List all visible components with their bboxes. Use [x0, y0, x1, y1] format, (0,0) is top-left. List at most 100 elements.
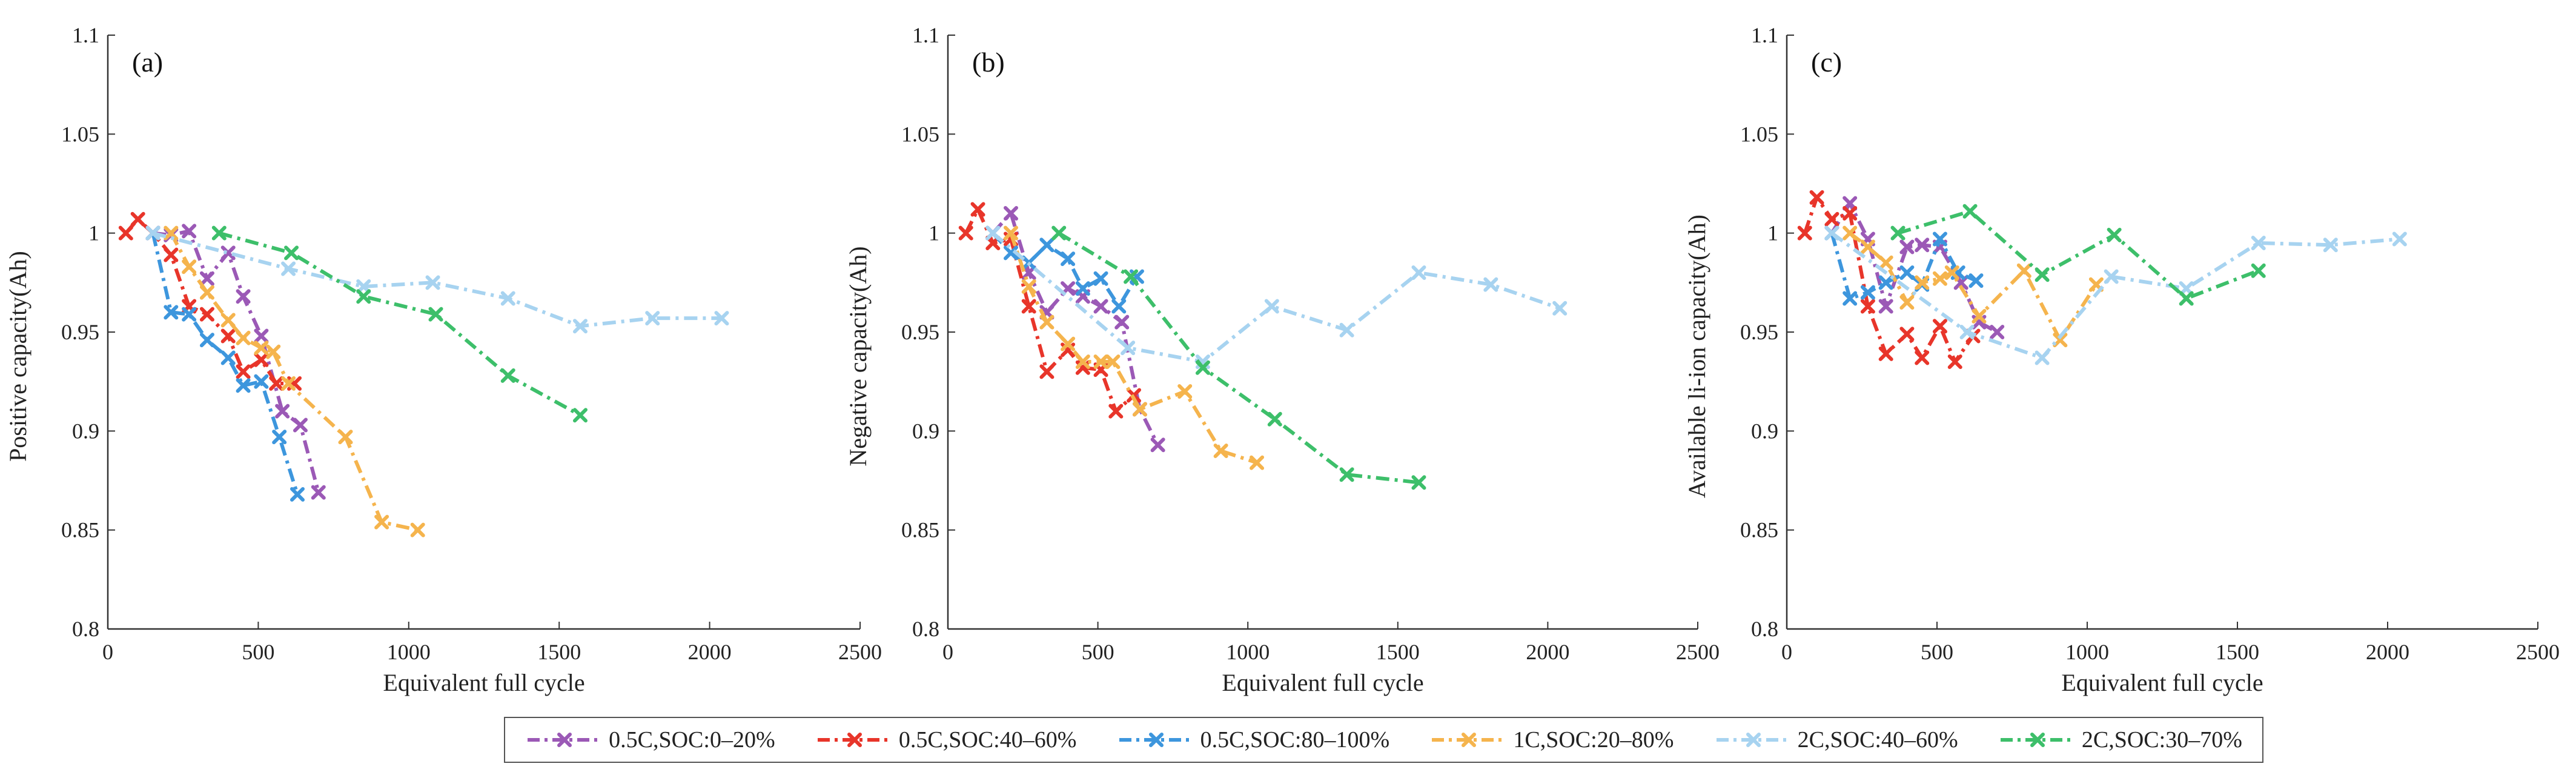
data-point — [1962, 204, 1978, 219]
data-point — [2179, 281, 2194, 296]
data-point — [1213, 444, 1228, 458]
x-tick-label: 1500 — [537, 640, 581, 664]
data-point — [500, 291, 515, 306]
data-point — [1061, 251, 1076, 267]
y-tick-label: 1.1 — [912, 23, 939, 47]
data-point — [1932, 231, 1947, 247]
data-point — [1843, 206, 1858, 221]
data-point — [1105, 354, 1121, 369]
series-line — [153, 229, 320, 493]
y-tick-label: 1.05 — [901, 122, 939, 146]
data-point — [1132, 402, 1147, 417]
legend-item: 0.5C,SOC:80–100% — [1117, 727, 1389, 753]
data-point — [254, 352, 269, 367]
data-point — [1075, 354, 1090, 369]
data-point — [1121, 341, 1136, 356]
x-axis-label: Equivalent full cycle — [383, 669, 584, 696]
data-point — [1878, 255, 1893, 270]
data-point — [1483, 277, 1498, 292]
series-line — [1849, 231, 2098, 342]
x-tick-label: 1500 — [1376, 640, 1420, 664]
legend-swatch — [528, 733, 602, 747]
y-tick-label: 0.95 — [901, 320, 939, 344]
data-point — [1878, 275, 1893, 290]
data-point — [254, 341, 269, 356]
data-point — [985, 225, 1001, 241]
y-tick-label: 0.95 — [1740, 320, 1778, 344]
data-point — [1093, 299, 1108, 314]
data-point — [1843, 291, 1858, 306]
data-point — [1003, 245, 1018, 261]
data-point — [199, 307, 214, 322]
data-point — [220, 328, 236, 344]
data-point — [1899, 265, 1915, 280]
data-point — [269, 376, 284, 391]
data-point — [2323, 238, 2338, 253]
series-4 — [985, 225, 1568, 369]
data-point — [199, 333, 214, 348]
data-point — [182, 307, 197, 322]
y-tick-label: 1.05 — [1740, 122, 1778, 146]
data-point — [1947, 354, 1962, 369]
data-point — [356, 279, 371, 294]
y-tick-label: 0.8 — [912, 617, 939, 641]
series-3 — [164, 225, 425, 537]
data-point — [118, 225, 133, 241]
y-axis-label: Available li-ion capacity(Ah) — [1683, 215, 1710, 498]
data-point — [1339, 322, 1354, 338]
data-point — [281, 376, 296, 391]
data-point — [236, 289, 251, 304]
data-point — [1093, 354, 1108, 369]
data-point — [164, 305, 179, 320]
data-point — [1809, 190, 1824, 205]
data-point — [199, 285, 214, 300]
data-point — [254, 374, 269, 389]
data-point — [1021, 299, 1036, 314]
y-tick-label: 1.1 — [72, 23, 99, 47]
data-point — [1075, 281, 1090, 296]
series-5 — [1890, 204, 2266, 306]
data-point — [572, 408, 588, 423]
legend-swatch — [1432, 733, 1506, 747]
data-point — [714, 311, 729, 326]
series-line — [152, 231, 722, 328]
data-point — [2251, 236, 2266, 250]
data-point — [1124, 269, 1139, 284]
data-point — [284, 245, 299, 261]
legend: 0.5C,SOC:0–20% 0.5C,SOC:40–60% 0.5C,SOC:80… — [504, 717, 2263, 763]
y-tick-label: 0.8 — [72, 617, 99, 641]
x-tick-label: 2500 — [2516, 640, 2560, 664]
data-point — [236, 364, 251, 379]
data-point — [1039, 238, 1055, 253]
data-point — [130, 211, 145, 227]
legend-label: 0.5C,SOC:40–60% — [898, 727, 1077, 753]
series-4 — [1824, 225, 2407, 365]
series-3 — [1843, 225, 2104, 348]
data-point — [164, 247, 179, 262]
series-1 — [1797, 190, 1981, 369]
y-tick-label: 0.9 — [72, 419, 99, 443]
data-point — [220, 245, 236, 261]
series-line — [1830, 201, 1998, 334]
data-point — [356, 289, 371, 304]
series-0 — [145, 224, 326, 500]
x-tick-label: 0 — [102, 640, 113, 664]
data-point — [293, 417, 308, 433]
x-axis-label: Equivalent full cycle — [2061, 669, 2263, 696]
y-tick-label: 1.1 — [1751, 23, 1778, 47]
series-line — [124, 217, 294, 385]
data-point — [275, 404, 290, 419]
data-point — [199, 271, 214, 286]
data-point — [1968, 273, 1984, 288]
series-5 — [211, 225, 588, 423]
data-point — [1039, 364, 1055, 379]
data-point — [1267, 411, 1282, 427]
y-axis-label: Positive capacity(Ah) — [4, 251, 31, 462]
data-point — [572, 319, 588, 334]
data-point — [236, 378, 251, 393]
data-point — [1824, 225, 1839, 241]
data-point — [2035, 267, 2050, 282]
data-point — [1339, 467, 1354, 482]
x-axis-label: Equivalent full cycle — [1222, 669, 1423, 696]
x-tick-label: 1000 — [2065, 640, 2109, 664]
